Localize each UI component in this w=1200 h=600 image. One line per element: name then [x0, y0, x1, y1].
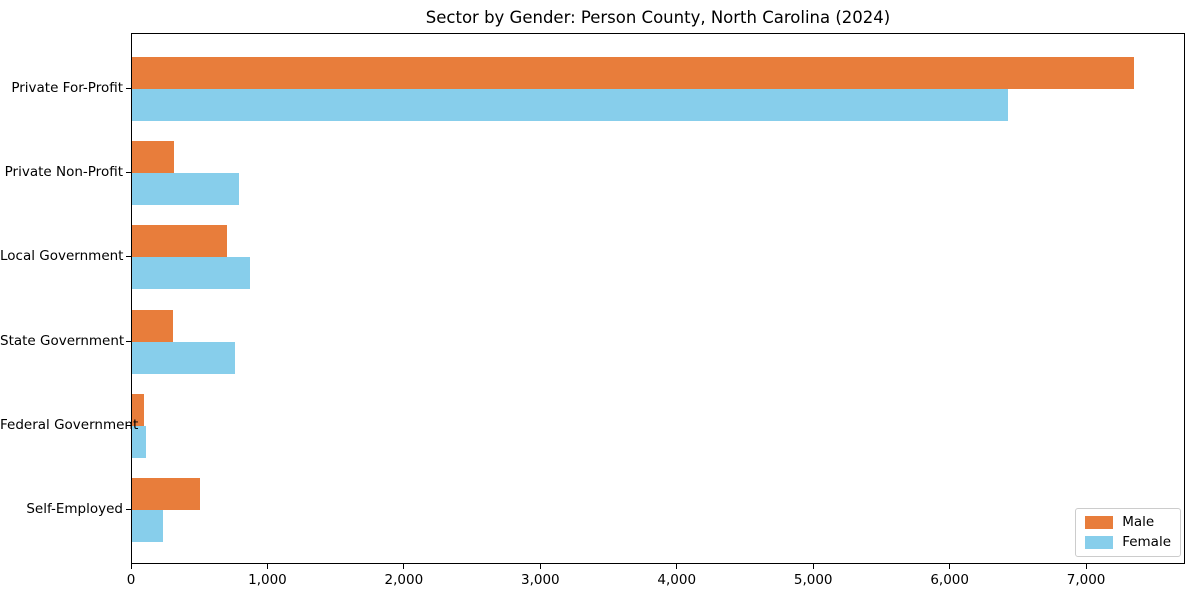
y-tick-mark — [126, 424, 131, 426]
bar-male-3 — [132, 225, 228, 258]
chart-title: Sector by Gender: Person County, North C… — [425, 8, 891, 27]
y-tick-mark — [126, 340, 131, 342]
bar-female-2 — [132, 173, 239, 206]
x-tick-label: 3,000 — [520, 572, 560, 588]
legend-swatch-female — [1085, 536, 1114, 549]
y-tick-label: Local Government — [0, 248, 124, 265]
x-tick-mark — [949, 564, 951, 569]
x-tick-mark — [676, 564, 678, 569]
x-tick-mark — [812, 564, 814, 569]
y-tick-label: Self-Employed — [26, 501, 123, 517]
y-tick-mark — [126, 172, 131, 174]
y-tick-mark — [126, 256, 131, 258]
bar-male-2 — [132, 141, 175, 174]
legend-swatch-male — [1085, 516, 1114, 529]
legend-label-female: Female — [1122, 534, 1171, 550]
x-tick-label: 6,000 — [930, 572, 969, 588]
x-tick-mark — [266, 564, 268, 569]
x-tick-mark — [130, 564, 132, 569]
y-tick-mark — [126, 88, 131, 89]
x-tick-label: 7,000 — [1066, 572, 1106, 588]
x-tick-label: 2,000 — [384, 572, 424, 588]
bar-female-6 — [132, 510, 164, 542]
legend-entry-female: Female — [1085, 535, 1171, 550]
x-tick-label: 5,000 — [793, 572, 833, 588]
bar-male-5 — [132, 393, 144, 426]
bar-male-6 — [132, 478, 201, 510]
plot-area: Male Female — [131, 33, 1185, 564]
legend-entry-male: Male — [1085, 515, 1171, 530]
x-tick-mark — [403, 564, 405, 569]
bar-male-4 — [132, 309, 173, 342]
x-tick-mark — [539, 564, 541, 569]
bar-female-4 — [132, 341, 236, 374]
bar-female-5 — [132, 425, 146, 458]
legend-label-male: Male — [1122, 514, 1155, 530]
x-tick-label: 0 — [126, 572, 136, 588]
legend: Male Female — [1075, 508, 1181, 557]
bar-female-3 — [132, 257, 251, 290]
y-tick-label: Private Non-Profit — [4, 164, 123, 181]
x-tick-label: 1,000 — [248, 572, 287, 588]
x-tick-label: 4,000 — [657, 572, 697, 588]
y-tick-label: Federal Government — [0, 416, 139, 433]
y-tick-label: State Government — [0, 332, 125, 349]
x-tick-mark — [1085, 564, 1087, 569]
y-tick-label: Private For-Profit — [11, 80, 123, 96]
bar-male-1 — [132, 57, 1135, 89]
bar-female-1 — [132, 89, 1008, 121]
y-tick-mark — [126, 509, 131, 510]
